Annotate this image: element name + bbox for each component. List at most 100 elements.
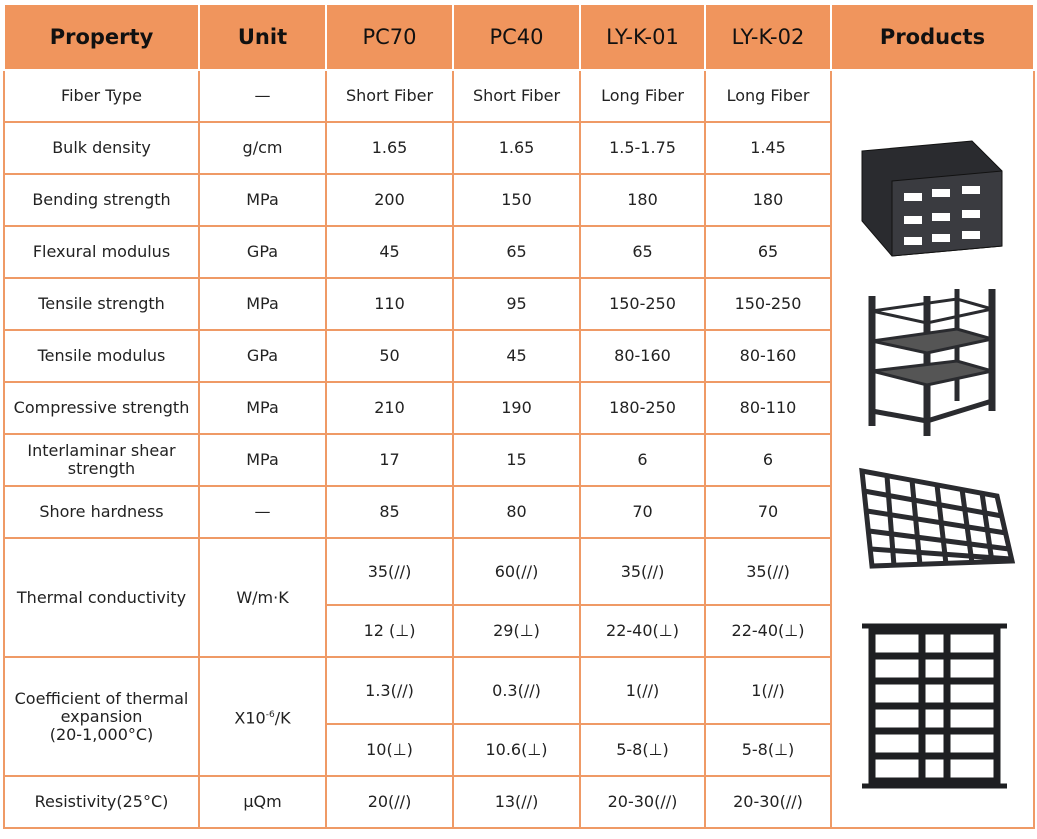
value-cell: 110 xyxy=(325,277,454,331)
value-cell: Long Fiber xyxy=(579,69,706,123)
unit-cell: μQm xyxy=(198,775,327,829)
value-cell: 20(//) xyxy=(325,775,454,829)
value-cell: 45 xyxy=(452,329,581,383)
property-cell: Coefficient of thermal expansion (20-1,00… xyxy=(3,656,200,777)
unit-cell: X10-6/K xyxy=(198,656,327,777)
table-row: Resistivity(25°C) μQm 20(//) 13(//) 20-30(//… xyxy=(3,775,1034,829)
unit-cell: MPa xyxy=(198,277,327,331)
unit-cell: — xyxy=(198,485,327,539)
frame-image xyxy=(862,623,1007,789)
header-cell: LY-K-02 xyxy=(704,3,832,71)
header-cell: Property xyxy=(3,3,200,71)
unit-tail: /K xyxy=(274,708,291,728)
value-cell: 95 xyxy=(452,277,581,331)
value-cell: 1.3(//) xyxy=(325,656,454,725)
value-cell: 65 xyxy=(579,225,706,279)
property-cell: Bulk density xyxy=(3,121,200,175)
value-cell: 70 xyxy=(579,485,706,539)
unit-cell: — xyxy=(198,69,327,123)
grid-panel-image xyxy=(859,467,1016,569)
value-cell: 45 xyxy=(325,225,454,279)
value-cell: 13(//) xyxy=(452,775,581,829)
value-cell: 6 xyxy=(704,433,832,487)
value-cell: 70 xyxy=(704,485,832,539)
property-label: Coefficient of thermal expansion xyxy=(14,688,189,726)
property-label: Thermal conductivity xyxy=(16,587,187,607)
crate-image xyxy=(861,140,1003,257)
value-cell: 80-160 xyxy=(704,329,832,383)
header-cell: LY-K-01 xyxy=(579,3,706,71)
value-cell: 80-160 xyxy=(579,329,706,383)
value-cell: Short Fiber xyxy=(325,69,454,123)
value-cell: 17 xyxy=(325,433,454,487)
value-cell: 12 (⊥) xyxy=(325,604,454,658)
unit-exponent: -6 xyxy=(265,709,275,720)
products-cell xyxy=(830,69,1035,829)
property-cell: Bending strength xyxy=(3,173,200,227)
unit-cell: g/cm xyxy=(198,121,327,175)
table-row: Tensile strength MPa 110 95 150-250 150-250 xyxy=(3,277,1034,331)
value-cell: 80 xyxy=(452,485,581,539)
table-row: Bulk density g/cm 1.65 1.65 1.5-1.75 1.45 xyxy=(3,121,1034,175)
table-row: Compressive strength MPa 210 190 180-250 80-1… xyxy=(3,381,1034,435)
header-row: Property Unit PC70 PC40 LY-K-01 LY-K-02 Produc… xyxy=(3,3,1035,71)
header-cell: PC40 xyxy=(452,3,581,71)
value-cell: 80-110 xyxy=(704,381,832,435)
table-row: Coefficient of thermal expansion (20-1,00… xyxy=(3,656,1034,777)
value-cell: 22-40(⊥) xyxy=(704,604,832,658)
table-row: Tensile modulus GPa 50 45 80-160 80-160 xyxy=(3,329,1034,383)
header-cell: Unit xyxy=(198,3,327,71)
value-cell: 29(⊥) xyxy=(452,604,581,658)
unit-cell: MPa xyxy=(198,381,327,435)
value-cell: 180-250 xyxy=(579,381,706,435)
value-cell: 180 xyxy=(704,173,832,227)
table-row: 12 (⊥) 29(⊥) 22-40(⊥) 22-40(⊥) xyxy=(4,604,1034,658)
value-cell: Short Fiber xyxy=(452,69,581,123)
value-cell: 180 xyxy=(579,173,706,227)
value-cell: Long Fiber xyxy=(704,69,832,123)
property-cell: Flexural modulus xyxy=(3,225,200,279)
value-cell: 6 xyxy=(579,433,706,487)
value-cell: 50 xyxy=(325,329,454,383)
value-cell: 1(//) xyxy=(579,656,706,725)
value-cell: 60(//) xyxy=(452,537,581,606)
table-row: Thermal conductivity W/m·K 35(//) 60(//) 35(… xyxy=(3,537,1034,658)
value-cell: 150-250 xyxy=(704,277,832,331)
value-cell: 20-30(//) xyxy=(579,775,706,829)
value-cell: 200 xyxy=(325,173,454,227)
value-cell: 65 xyxy=(704,225,832,279)
value-cell: 0.3(//) xyxy=(452,656,581,725)
value-cell: 22-40(⊥) xyxy=(579,604,706,658)
value-cell: 150-250 xyxy=(579,277,706,331)
value-cell: 210 xyxy=(325,381,454,435)
unit-cell: GPa xyxy=(198,329,327,383)
unit-base: X10 xyxy=(234,708,266,728)
value-cell: 1.65 xyxy=(325,121,454,175)
property-cell: Interlaminar shear strength xyxy=(3,433,200,487)
value-cell: 35(//) xyxy=(704,537,832,606)
product-images xyxy=(859,140,1016,789)
unit-cell: W/m·K xyxy=(198,537,327,658)
value-cell: 1.65 xyxy=(452,121,581,175)
property-cell: Tensile modulus xyxy=(3,329,200,383)
property-note: (20-1,000°C) xyxy=(49,724,154,744)
property-cell: Shore hardness xyxy=(3,485,200,539)
table-row: Shore hardness —85 80 70 70 xyxy=(3,485,1034,539)
value-cell: 15 xyxy=(452,433,581,487)
value-cell: 20-30(//) xyxy=(704,775,832,829)
value-cell: 1(//) xyxy=(704,656,832,725)
table-row: Flexural modulus GPa 45 65 65 65 xyxy=(3,225,1034,279)
unit-cell: MPa xyxy=(198,433,327,487)
value-cell: 5-8(⊥) xyxy=(579,723,706,777)
value-cell: 35(//) xyxy=(325,537,454,606)
property-cell: Fiber Type xyxy=(3,69,200,123)
table-row: Bending strength MPa 200 150 180 180 xyxy=(3,173,1034,227)
value-cell: 10.6(⊥) xyxy=(452,723,581,777)
unit-cell: GPa xyxy=(198,225,327,279)
property-cell: Thermal conductivity xyxy=(3,537,200,658)
property-cell: Resistivity(25°C) xyxy=(3,775,200,829)
property-cell: Tensile strength xyxy=(3,277,200,331)
header-cell: Products xyxy=(830,3,1035,71)
property-table: Property Unit PC70 PC40 LY-K-01 LY-K-02 Produc… xyxy=(3,3,1035,829)
value-cell: 65 xyxy=(452,225,581,279)
